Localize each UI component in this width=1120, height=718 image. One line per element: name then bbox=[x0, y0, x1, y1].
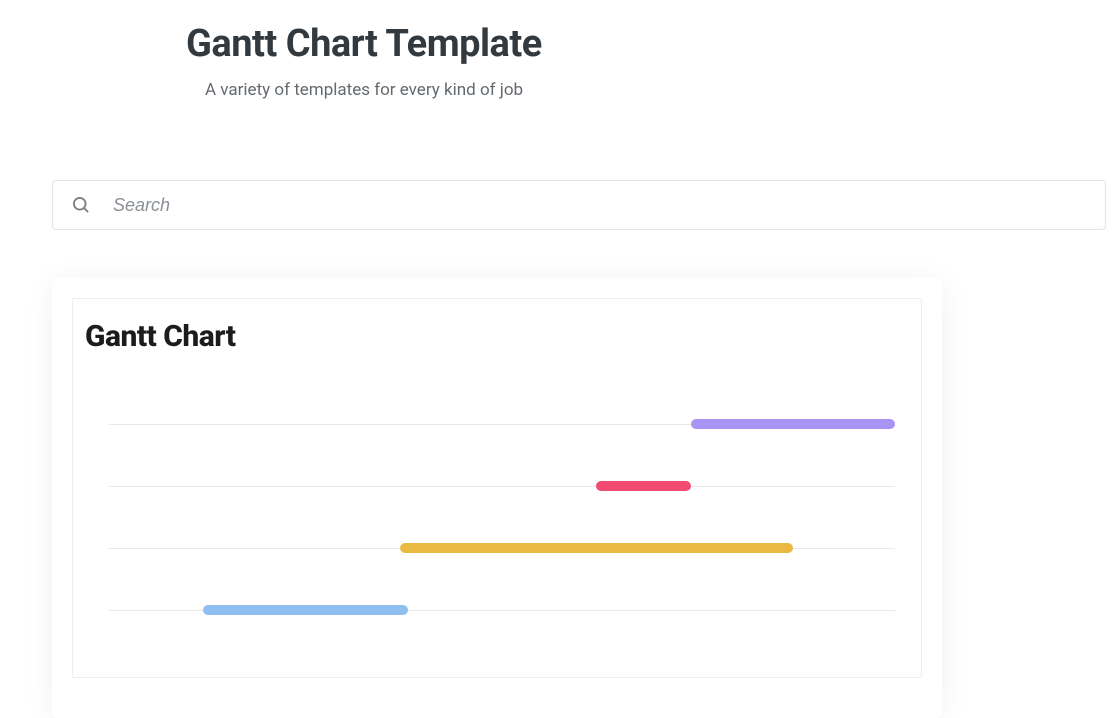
gantt-row bbox=[109, 481, 895, 491]
canvas-title: Gantt Chart bbox=[85, 319, 235, 354]
search-bar[interactable] bbox=[52, 180, 1106, 230]
gantt-row bbox=[109, 543, 895, 553]
gantt-gridline bbox=[109, 486, 895, 487]
page-subtitle: A variety of templates for every kind of… bbox=[205, 80, 1120, 100]
gantt-chart bbox=[109, 419, 895, 679]
gantt-row bbox=[109, 605, 895, 615]
search-icon bbox=[71, 195, 91, 215]
gantt-canvas: Gantt Chart bbox=[72, 298, 922, 678]
page-title: Gantt Chart Template bbox=[186, 22, 1120, 66]
gantt-row bbox=[109, 419, 895, 429]
search-input[interactable] bbox=[113, 195, 1087, 216]
gantt-bar bbox=[691, 419, 895, 429]
template-card[interactable]: Gantt Chart bbox=[52, 278, 942, 718]
gantt-bar bbox=[596, 481, 690, 491]
gantt-bar bbox=[400, 543, 793, 553]
page-header: Gantt Chart Template A variety of templa… bbox=[0, 0, 1120, 100]
gantt-bar bbox=[203, 605, 407, 615]
